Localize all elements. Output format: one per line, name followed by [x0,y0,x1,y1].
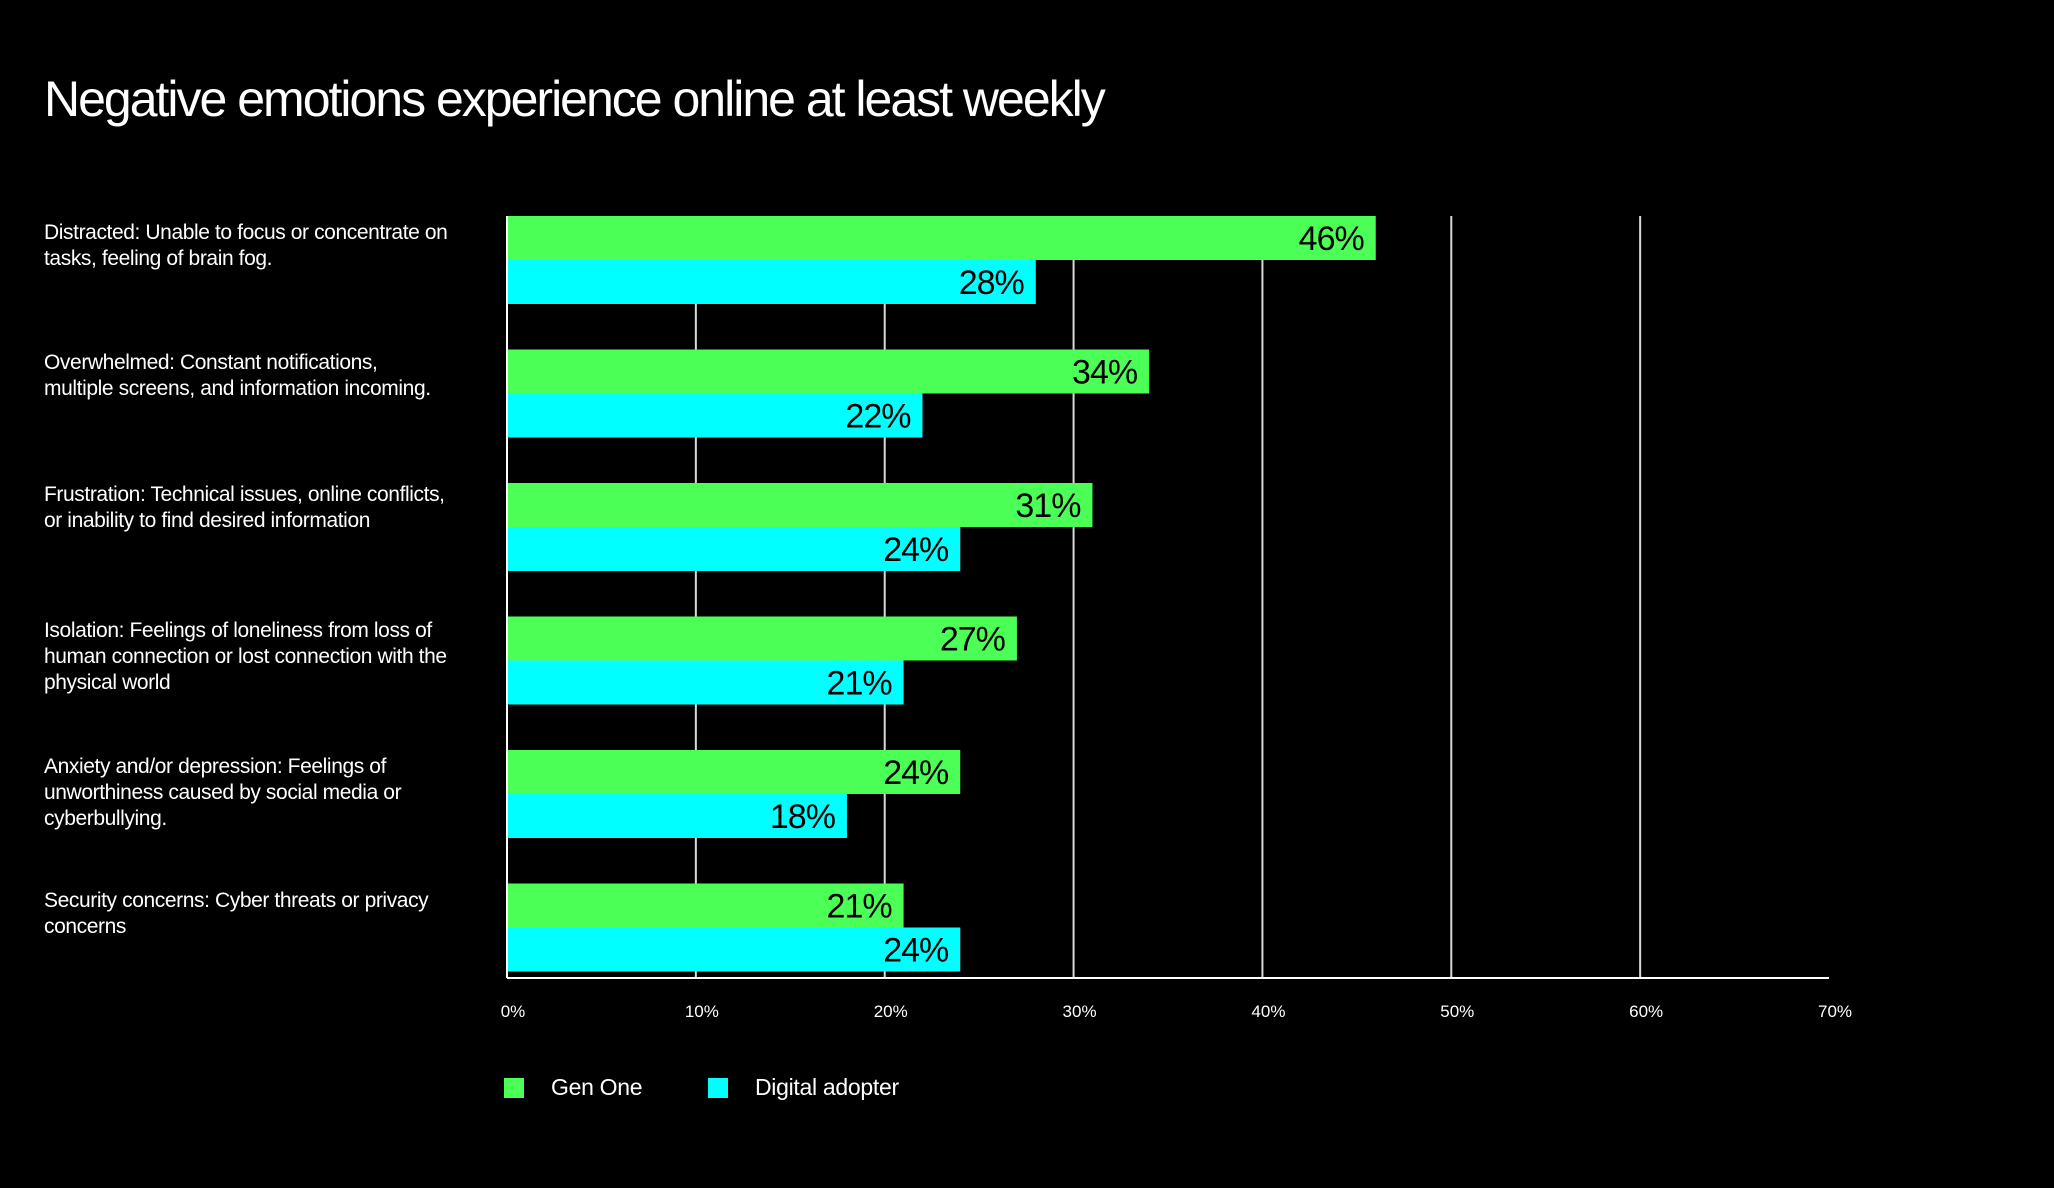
value-label-gen-one-6: 21% [827,888,893,926]
category-label-line: unworthiness caused by social media or [44,781,402,804]
category-label-1: Distracted: Unable to focus or concentra… [44,220,484,272]
category-label-line: multiple screens, and information incomi… [44,377,431,400]
legend-swatch-gen-one [504,1077,524,1098]
value-label-gen-one-1: 46% [1299,220,1365,258]
value-label-digital-adopter-5: 18% [770,798,836,836]
legend-item-digital-adopter: Digital adopter [708,1074,899,1101]
x-tick-label-60: 60% [1629,1002,1663,1021]
x-tick-label-30: 30% [1063,1002,1097,1021]
category-label-line: concerns [44,915,127,938]
chart-title: Negative emotions experience online at l… [44,71,1106,127]
x-tick-label-10: 10% [685,1002,719,1021]
legend-label-gen-one: Gen One [551,1074,643,1100]
bar-digital-adopter-1 [507,260,1036,304]
value-label-gen-one-5: 24% [883,754,949,792]
value-label-digital-adopter-4: 21% [827,665,893,703]
category-label-line: Frustration: Technical issues, online co… [44,483,445,506]
value-label-gen-one-4: 27% [940,621,1006,659]
bar-digital-adopter-2 [507,393,923,438]
legend-label-digital-adopter: Digital adopter [755,1074,899,1100]
x-tick-label-40: 40% [1251,1002,1285,1021]
x-tick-label-20: 20% [874,1002,908,1021]
value-label-digital-adopter-1: 28% [959,264,1025,302]
legend-item-gen-one: Gen One [504,1074,643,1101]
legend-swatch-digital-adopter [708,1077,728,1098]
value-label-digital-adopter-6: 24% [883,932,949,970]
category-label-2: Overwhelmed: Constant notifications, mult… [44,350,484,402]
bar-gen-one-5 [507,750,961,794]
category-label-line: Overwhelmed: Constant notifications, [44,351,378,374]
bar-digital-adopter-3 [507,527,961,571]
bar-digital-adopter-5 [507,794,847,838]
category-label-line: human connection or lost connection with… [44,645,447,668]
x-tick-label-50: 50% [1440,1002,1474,1021]
category-label-line: Security concerns: Cyber threats or priv… [44,889,429,912]
value-label-gen-one-2: 34% [1072,354,1138,392]
bar-digital-adopter-6 [507,927,961,972]
x-tick-label-70: 70% [1818,1002,1852,1021]
category-label-line: or inability to find desired information [44,509,371,532]
category-label-line: tasks, feeling of brain fog. [44,247,273,270]
category-label-4: Isolation: Feelings of loneliness from l… [44,618,484,696]
bar-gen-one-6 [507,883,904,928]
category-label-5: Anxiety and/or depression: Feelings of un… [44,754,484,832]
bar-digital-adopter-4 [507,660,904,705]
value-label-gen-one-3: 31% [1015,487,1081,525]
x-tick-label-0: 0% [501,1002,526,1021]
category-label-6: Security concerns: Cyber threats or priv… [44,888,484,940]
category-label-3: Frustration: Technical issues, online co… [44,482,484,534]
category-label-line: Isolation: Feelings of loneliness from l… [44,619,432,642]
value-label-digital-adopter-3: 24% [883,531,949,569]
category-label-line: physical world [44,671,171,694]
bar-gen-one-1 [507,216,1376,260]
bar-gen-one-2 [507,349,1150,394]
bar-gen-one-4 [507,616,1017,661]
value-label-digital-adopter-2: 22% [845,398,911,436]
category-label-line: cyberbullying. [44,807,167,830]
category-label-line: Anxiety and/or depression: Feelings of [44,755,387,778]
category-label-line: Distracted: Unable to focus or concentra… [44,221,448,244]
bar-gen-one-3 [507,483,1093,527]
